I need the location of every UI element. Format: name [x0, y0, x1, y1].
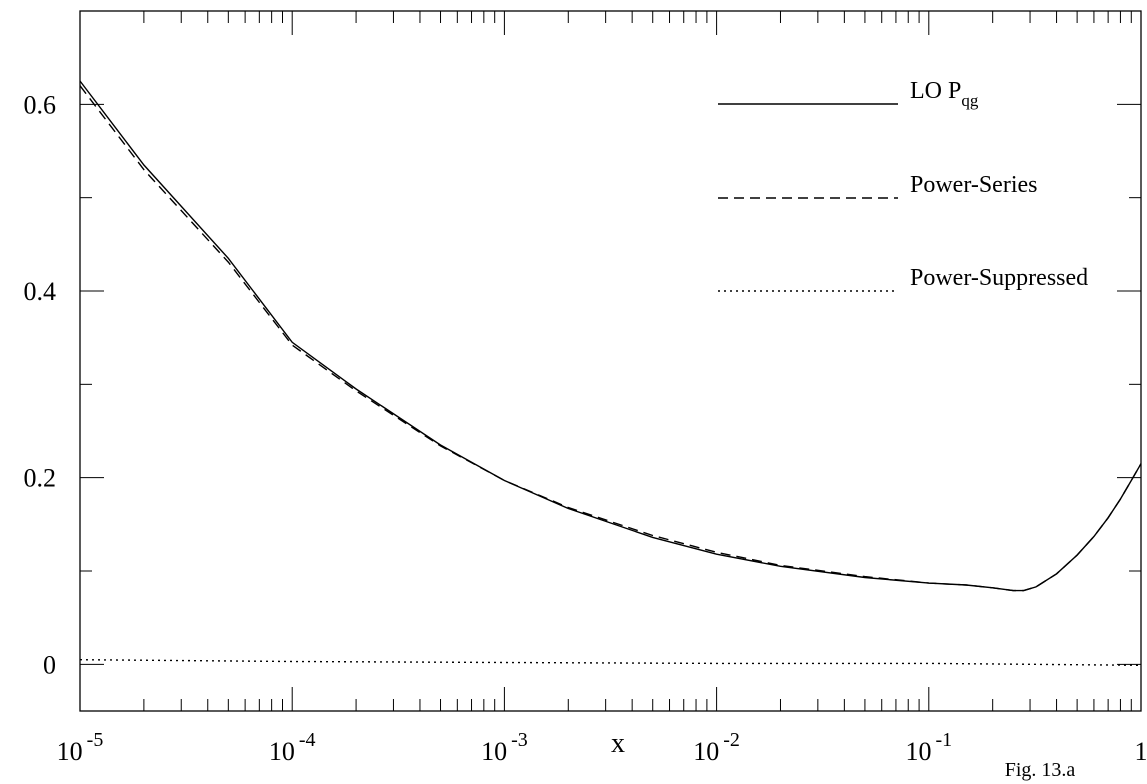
x-tick-labels: 10 -5 10 -4 10 -3 10 -2 10 -1 1 [57, 729, 1147, 766]
y-tick-label: 0.2 [24, 464, 57, 493]
plot-frame [79, 10, 1142, 712]
legend: LO Pqg Power-Series Power-Suppressed [718, 78, 1088, 292]
figure-caption: Fig. 13.a [1005, 759, 1076, 781]
y-tick-labels: 0 0.2 0.4 0.6 [24, 90, 57, 679]
y-tick-label: 0.6 [24, 90, 57, 119]
legend-label: LO Pqg [910, 78, 979, 110]
x-tick-label: 10 -4 [269, 729, 316, 766]
legend-label: Power-Series [910, 172, 1038, 198]
y-tick-label: 0 [43, 650, 56, 679]
series-line [79, 659, 1142, 666]
series-line [79, 85, 1142, 592]
series-group [79, 80, 1142, 666]
x-tick-label: 10 -1 [905, 729, 952, 766]
x-tick-label: 1 [1135, 737, 1147, 766]
x-tick-label: 10 -5 [57, 729, 104, 766]
legend-label: Power-Suppressed [910, 265, 1088, 291]
x-axis-label: x [611, 728, 625, 759]
series-line [79, 80, 1142, 592]
y-tick-label: 0.4 [24, 277, 57, 306]
axis-ticks [79, 11, 1141, 711]
x-tick-label: 10 -3 [481, 729, 528, 766]
x-tick-label: 10 -2 [693, 729, 740, 766]
